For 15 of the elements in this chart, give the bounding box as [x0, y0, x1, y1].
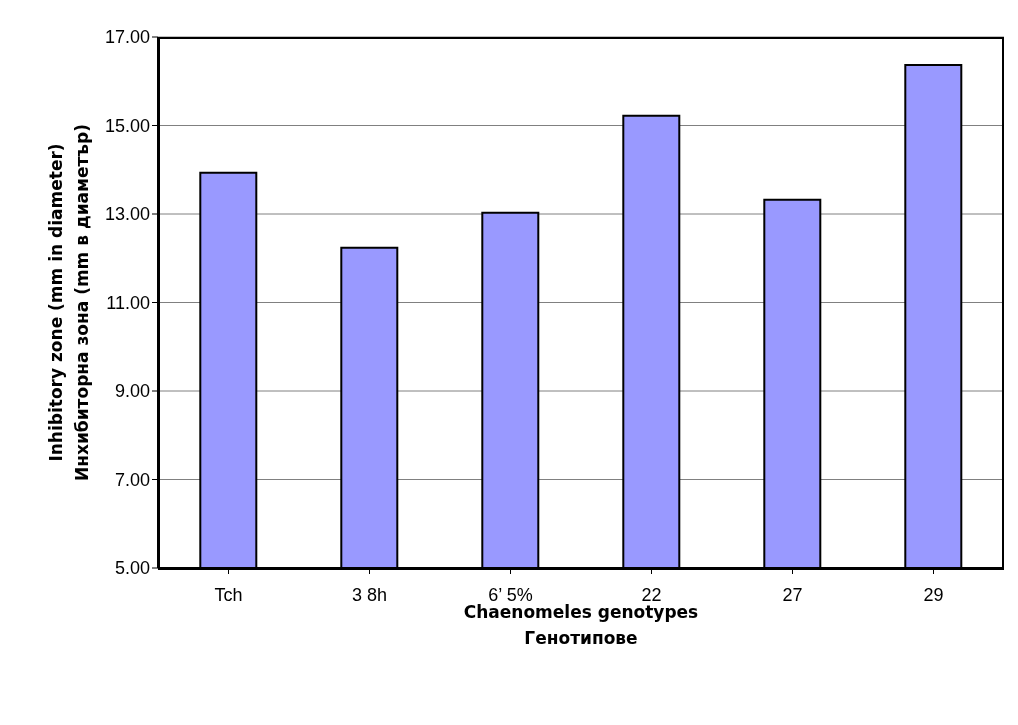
- y-tick-label: 13.00: [104, 204, 150, 225]
- y-tick-label: 9.00: [114, 381, 150, 402]
- x-tick-label: 6’ 5%: [488, 584, 533, 605]
- y-tick-label: 15.00: [104, 115, 150, 136]
- y-tick-label: 17.00: [104, 27, 150, 48]
- x-axis-title: Chaenomeles genotypes Генотипове: [463, 602, 699, 648]
- x-tick-label: 3 8h: [351, 584, 388, 605]
- y-tick-label: 11.00: [106, 292, 150, 313]
- x-tick-label: 29: [923, 584, 944, 605]
- x-tick-label: 27: [782, 584, 803, 605]
- y-axis-title: Inhibitory zone (mm in diameter) Инхибиторна зона (mm в диаметър): [46, 123, 92, 482]
- y-tick-label: 5.00: [114, 558, 150, 579]
- x-tick-label: Tch: [214, 584, 243, 605]
- y-tick-label: 7.00: [114, 469, 150, 490]
- x-tick-label: 22: [641, 584, 662, 605]
